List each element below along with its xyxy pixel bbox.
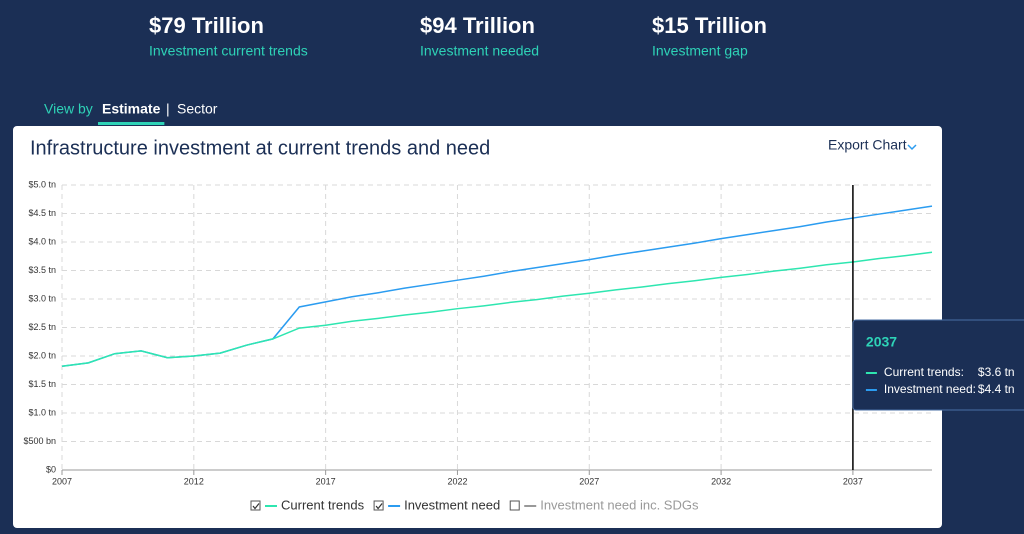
y-tick-label: $4.0 tn [28, 236, 56, 246]
y-tick-label: $0 [46, 464, 56, 474]
chart-title: Infrastructure investment at current tre… [30, 137, 490, 159]
y-tick-label: $2.5 tn [28, 322, 56, 332]
view-by-label: View by [44, 101, 93, 117]
view-tab[interactable]: Sector [177, 101, 218, 117]
active-tab-underline [98, 122, 165, 125]
legend-check[interactable] [252, 503, 260, 510]
x-tick-label: 2012 [184, 476, 204, 486]
export-button[interactable]: Export Chart [828, 137, 907, 153]
x-tick-label: 2032 [711, 476, 731, 486]
export-chevron[interactable] [907, 144, 917, 151]
y-tick-label: $2.0 tn [28, 350, 56, 360]
y-tick-label: $4.5 tn [28, 208, 56, 218]
legend-checkbox[interactable] [373, 500, 384, 511]
tooltip-title: 2037 [866, 334, 897, 350]
y-tick-label: $500 bn [23, 436, 56, 446]
stat-label: Investment needed [420, 43, 539, 59]
tooltip-label: Investment need: [884, 382, 976, 396]
x-tick-label: 2027 [579, 476, 599, 486]
tooltip-label: Current trends: [884, 365, 964, 379]
legend-label[interactable]: Investment need [404, 497, 500, 512]
tab-separator: | [166, 101, 170, 117]
legend-check[interactable] [375, 503, 383, 510]
y-tick-label: $1.5 tn [28, 379, 56, 389]
y-tick-label: $5.0 tn [28, 179, 56, 189]
y-tick-label: $3.5 tn [28, 265, 56, 275]
tooltip-value: $4.4 tn [978, 382, 1015, 396]
legend-label[interactable]: Current trends [281, 497, 365, 512]
tooltip-value: $3.6 tn [978, 365, 1015, 379]
stat-label: Investment current trends [149, 43, 308, 59]
legend-label[interactable]: Investment need inc. SDGs [540, 497, 699, 512]
legend-checkbox[interactable] [250, 500, 261, 511]
y-tick-label: $1.0 tn [28, 407, 56, 417]
stat-value: $94 Trillion [420, 13, 535, 38]
x-tick-label: 2007 [52, 476, 72, 486]
series-line [61, 251, 933, 368]
x-tick-label: 2022 [447, 476, 467, 486]
stat-value: $15 Trillion [652, 13, 767, 38]
x-tick-label: 2017 [316, 476, 336, 486]
view-tab[interactable]: Estimate [102, 101, 161, 117]
stat-label: Investment gap [652, 43, 748, 59]
y-tick-label: $3.0 tn [28, 293, 56, 303]
x-tick-label: 2037 [843, 476, 863, 486]
stat-value: $79 Trillion [149, 13, 264, 38]
legend-checkbox[interactable] [509, 500, 520, 511]
tooltip-box [852, 319, 1024, 411]
